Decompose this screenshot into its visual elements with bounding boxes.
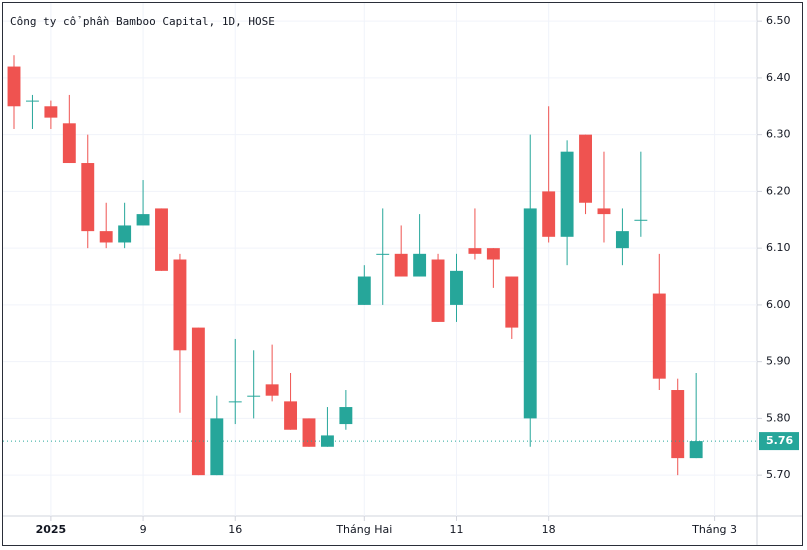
candle-body [284, 401, 298, 430]
candle-body [505, 276, 519, 328]
x-tick-label: 9 [140, 523, 147, 536]
candle-body [99, 231, 113, 243]
candle-body [173, 259, 187, 351]
y-tick-label: 5.90 [766, 355, 791, 368]
candle-body [486, 248, 500, 260]
candle-body [652, 293, 666, 379]
candle-body [450, 270, 463, 305]
candle-body [25, 100, 39, 102]
candle-body [413, 253, 427, 277]
y-tick-label: 6.50 [766, 14, 791, 27]
candle-body [376, 253, 390, 255]
candle-body [468, 248, 482, 254]
candle-body [81, 163, 95, 232]
candle-body [155, 208, 168, 271]
y-tick-label: 5.80 [766, 411, 791, 424]
candle-body [542, 191, 556, 237]
candle-body [394, 253, 408, 277]
y-tick-label: 6.20 [766, 184, 791, 197]
y-tick-label: 5.70 [766, 468, 791, 481]
x-tick-label: 16 [228, 523, 242, 536]
candle-body [136, 214, 150, 226]
candle-body [615, 231, 629, 249]
candle-body [357, 276, 371, 305]
x-tick-label: 11 [449, 523, 463, 536]
chart-title: Công ty cổ phần Bamboo Capital, 1D, HOSE [10, 15, 275, 28]
candle-body [634, 219, 648, 221]
x-tick-label: 2025 [36, 523, 67, 536]
candle-body [191, 327, 205, 476]
y-tick-label: 6.00 [766, 298, 791, 311]
candle-body [560, 151, 574, 237]
candle-body [265, 384, 279, 396]
last-price-box [759, 432, 799, 451]
y-tick-label: 6.40 [766, 71, 791, 84]
candle-body [597, 208, 611, 215]
candle-body [671, 390, 685, 459]
last-price-label: 5.76 [766, 434, 793, 447]
x-tick-label: Tháng 3 [691, 523, 737, 536]
x-tick-label: 18 [542, 523, 556, 536]
candle-body [7, 66, 21, 107]
candle-body [689, 441, 703, 459]
candle-body [228, 401, 242, 403]
y-tick-label: 6.10 [766, 241, 791, 254]
candle-body [44, 106, 58, 118]
candle-body [523, 208, 537, 419]
candle-body [579, 134, 592, 203]
candle-body [302, 418, 316, 447]
x-tick-label: Tháng Hai [335, 523, 392, 536]
y-tick-label: 6.30 [766, 128, 791, 141]
candle-body [247, 395, 261, 397]
candle-body [339, 407, 353, 425]
candle-body [210, 418, 224, 476]
candle-body [62, 123, 76, 164]
candle-body [118, 225, 132, 243]
candle-body [431, 259, 445, 322]
